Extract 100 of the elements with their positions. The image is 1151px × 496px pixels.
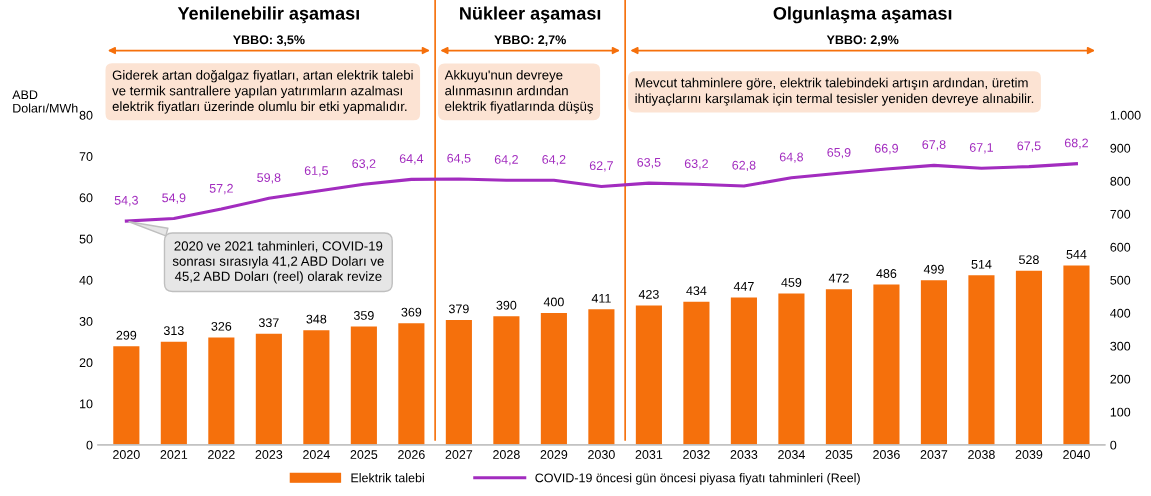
data-label: 390	[496, 300, 517, 310]
y2-tick-label: 600	[1110, 242, 1131, 252]
y2-tick-label: 500	[1110, 275, 1131, 285]
bar	[303, 330, 330, 445]
data-label: 400	[543, 297, 564, 307]
legend-label: COVID-19 öncesi gün öncesi piyasa fiyatı tahminleri (Reel)	[535, 473, 860, 485]
data-label: 359	[353, 311, 374, 320]
y-tick-label: 60	[79, 193, 93, 203]
x-tick-label: 2020	[113, 450, 140, 459]
annotation: 2020 ve 2021 tahminleri, COVID-19 sonrası sırasıyla 41,2 ABD Doları ve 45,2 ABD Doları (reel) olarak revize	[172, 240, 384, 284]
bar	[968, 275, 995, 445]
bar	[493, 316, 520, 445]
data-label: 64,5	[447, 153, 471, 165]
data-label: 64,2	[542, 155, 566, 166]
text: Giderek artan doğalgaz fiyatları, artan elektrik talebi ve termik santrallere yapılan yatırımların azalması elektrik fiyatları üzerinde olumlu bir etki yapmalıdır.	[112, 69, 413, 114]
bar	[730, 297, 757, 445]
x-tick-label: 2025	[350, 450, 378, 459]
data-label: 423	[638, 289, 659, 299]
y-tick-label: 10	[80, 399, 93, 409]
data-label: 57,2	[209, 183, 233, 195]
y2-tick-label: 400	[1110, 308, 1131, 318]
x-tick-label: 2037	[920, 450, 948, 459]
x-tick-label: 2039	[1015, 450, 1043, 459]
bar	[1015, 270, 1043, 445]
y-tick-label: 80	[79, 110, 93, 120]
bar	[350, 326, 377, 445]
y2-tick-label: 1.000	[1110, 110, 1141, 120]
x-tick-label: 2027	[445, 450, 473, 459]
data-label: 63,5	[637, 157, 661, 169]
data-label: 459	[781, 278, 802, 287]
x-tick-label: 2030	[588, 450, 615, 459]
bar	[255, 333, 282, 445]
data-label: 434	[686, 286, 707, 296]
bar	[445, 319, 472, 445]
y2-tick-label: 700	[1110, 209, 1131, 219]
y-tick-label: 20	[79, 358, 93, 368]
data-label: 63,2	[352, 159, 376, 170]
bar	[635, 305, 662, 445]
data-label: 337	[258, 318, 279, 328]
data-label: 59,8	[257, 173, 281, 184]
bar	[588, 309, 615, 445]
x-tick-label: 2032	[683, 450, 710, 459]
data-label: 299	[116, 330, 137, 340]
bar	[873, 284, 900, 445]
data-label: 67,8	[922, 140, 946, 151]
data-label: 64,2	[494, 155, 518, 166]
x-tick-label: 2022	[208, 450, 235, 459]
y-tick-label: 0	[86, 440, 93, 450]
bar	[113, 346, 140, 445]
y2-tick-label: 100	[1110, 407, 1131, 417]
text: Yenilenebilir aşaması	[177, 6, 359, 24]
data-label: 61,5	[304, 166, 328, 177]
x-tick-label: 2034	[778, 450, 805, 459]
data-label: 54,9	[162, 193, 186, 204]
x-tick-label: 2031	[635, 450, 663, 459]
data-label: 472	[828, 273, 849, 283]
data-label: 54,3	[114, 195, 138, 207]
bar	[160, 341, 187, 445]
bar	[778, 293, 805, 445]
y-tick-label: 30	[79, 317, 93, 326]
text: Nükleer aşaması	[460, 6, 601, 24]
data-label: 447	[733, 282, 754, 291]
y2-tick-label: 200	[1110, 374, 1131, 384]
x-tick-label: 2021	[160, 450, 188, 459]
data-label: 67,5	[1017, 141, 1041, 152]
y-tick-label: 40	[79, 275, 93, 285]
bar	[540, 312, 567, 445]
data-label: 62,7	[589, 161, 613, 172]
x-tick-label: 2029	[540, 450, 568, 459]
data-label: 326	[211, 321, 232, 331]
data-label: 369	[401, 307, 422, 317]
bar	[1063, 265, 1090, 445]
bar	[398, 323, 425, 445]
x-tick-label: 2035	[825, 450, 853, 459]
x-tick-label: 2038	[968, 450, 995, 459]
x-tick-label: 2040	[1063, 450, 1090, 459]
x-tick-label: 2033	[730, 450, 758, 459]
data-label: 544	[1066, 250, 1087, 259]
bar	[920, 280, 947, 445]
bar	[208, 337, 235, 445]
text: YBBO: 2,9%	[826, 35, 899, 46]
y-tick-label: 50	[79, 234, 93, 244]
bar	[683, 301, 710, 445]
y-axis-title: ABD Doları/MWh	[12, 90, 78, 113]
x-tick-label: 2026	[398, 450, 425, 459]
text: Mevcut tahminlere göre, elektrik talebindeki artışın ardından, üretim ihtiyaçlarını karşılamak için termal tesisler yeniden devreye alınabilir.	[635, 77, 1034, 106]
data-label: 66,9	[874, 143, 899, 155]
x-tick-label: 2023	[255, 450, 283, 459]
text: Olgunlaşma aşaması	[773, 6, 952, 24]
text: Akkuyu'nun devreye alınmasının ardından elektrik fiyatlarında düşüş	[444, 69, 594, 114]
data-label: 68,2	[1064, 138, 1088, 149]
data-label: 499	[923, 264, 944, 274]
y2-tick-label: 0	[1110, 440, 1117, 450]
data-label: 348	[306, 314, 327, 324]
x-tick-label: 2028	[493, 450, 520, 459]
data-label: 514	[971, 260, 992, 269]
text: YBBO: 2,7%	[494, 35, 566, 46]
text: YBBO: 3,5%	[232, 35, 305, 46]
legend-label: Elektrik talebi	[351, 473, 424, 483]
data-label: 67,1	[969, 143, 993, 154]
